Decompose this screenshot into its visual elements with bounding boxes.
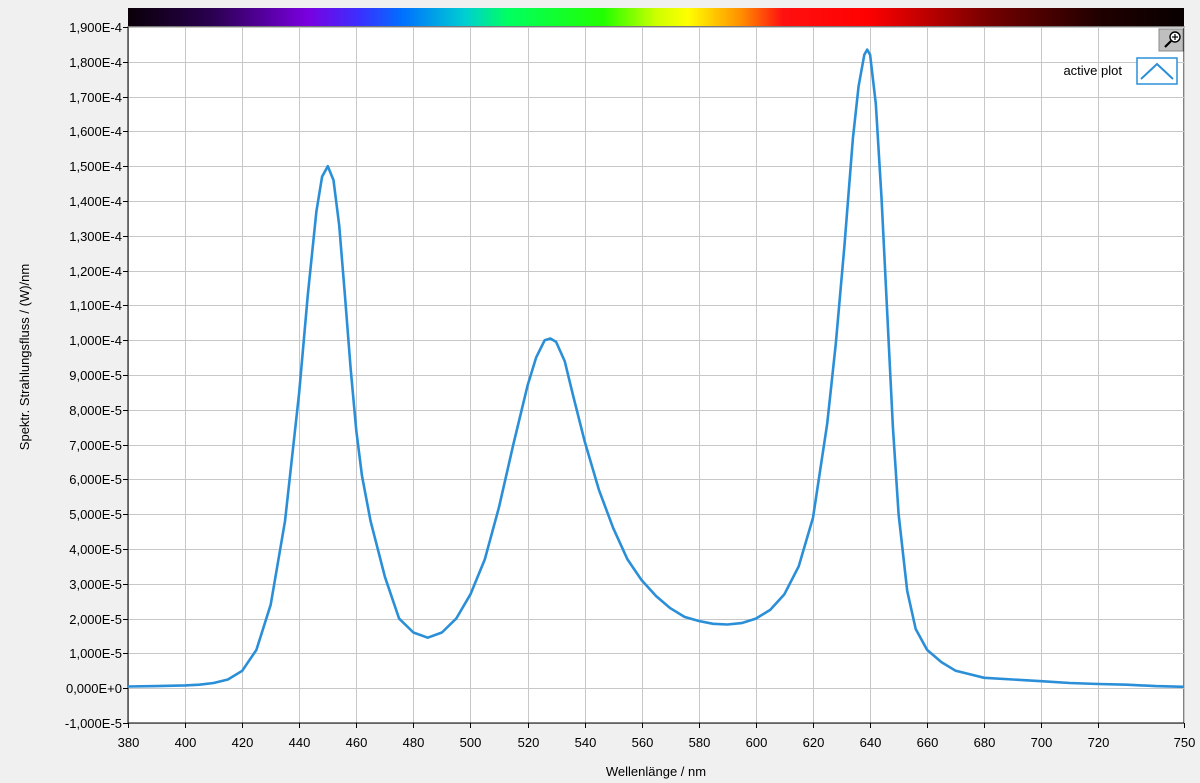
x-tick-label: 600 <box>746 735 768 750</box>
legend-label: active plot <box>1063 63 1122 78</box>
x-tick-label: 620 <box>803 735 825 750</box>
axes <box>123 27 1185 728</box>
x-tick-label: 400 <box>175 735 197 750</box>
y-tick-labels: -1,000E-5 0,000E+0 1,000E-5 2,000E-5 3,000E-… <box>65 20 122 731</box>
legend: active plot <box>1063 57 1178 85</box>
y-tick-label: 8,000E-5 <box>69 403 122 418</box>
y-tick-label: 1,400E-4 <box>69 194 122 209</box>
legend-swatch[interactable] <box>1136 57 1178 85</box>
y-tick-label: 0,000E+0 <box>66 681 122 696</box>
y-tick-label: 1,800E-4 <box>69 55 122 70</box>
x-tick-label: 660 <box>917 735 939 750</box>
y-tick-label: 1,600E-4 <box>69 124 122 139</box>
x-tick-label: 480 <box>403 735 425 750</box>
y-tick-label: 3,000E-5 <box>69 577 122 592</box>
legend-line-icon <box>1140 62 1174 80</box>
x-tick-label: 500 <box>460 735 482 750</box>
y-tick-label: 1,500E-4 <box>69 159 122 174</box>
x-tick-label: 580 <box>689 735 711 750</box>
x-tick-label: 440 <box>289 735 311 750</box>
x-tick-label: 460 <box>346 735 368 750</box>
series-layer <box>128 48 1184 689</box>
x-tick-label: 520 <box>518 735 540 750</box>
zoom-button[interactable] <box>1158 28 1184 52</box>
x-tick-label: 720 <box>1088 735 1110 750</box>
y-tick-label: 4,000E-5 <box>69 542 122 557</box>
y-tick-label: 1,100E-4 <box>69 298 122 313</box>
spectrum-color-bar <box>128 8 1184 26</box>
y-tick-label: 7,000E-5 <box>69 438 122 453</box>
y-tick-label: -1,000E-5 <box>65 716 122 731</box>
x-tick-label: 540 <box>575 735 597 750</box>
y-axis-title: Spektr. Strahlungsfluss / (W)/nm <box>17 264 32 450</box>
zoom-in-icon <box>1164 31 1181 48</box>
y-tick-label: 6,000E-5 <box>69 472 122 487</box>
y-tick-label: 1,200E-4 <box>69 264 122 279</box>
x-tick-label: 560 <box>632 735 654 750</box>
grid-lines <box>128 27 1185 724</box>
y-tick-label: 1,700E-4 <box>69 90 122 105</box>
y-tick-label: 1,900E-4 <box>69 20 122 35</box>
x-tick-labels: 380 400 420 440 460 480 500 520 540 560 580 600 620 6… <box>118 735 1196 750</box>
y-tick-label: 1,300E-4 <box>69 229 122 244</box>
x-tick-label: 420 <box>232 735 254 750</box>
x-tick-label: 700 <box>1031 735 1053 750</box>
x-axis-title: Wellenlänge / nm <box>606 764 706 779</box>
y-tick-label: 1,000E-4 <box>69 333 122 348</box>
y-tick-label: 1,000E-5 <box>69 646 122 661</box>
y-tick-label: 5,000E-5 <box>69 507 122 522</box>
x-tick-label: 680 <box>974 735 996 750</box>
x-tick-label: 750 <box>1174 735 1196 750</box>
series-line-0[interactable] <box>128 48 1184 689</box>
x-tick-label: 640 <box>860 735 882 750</box>
x-tick-label: 380 <box>118 735 140 750</box>
y-tick-label: 2,000E-5 <box>69 612 122 627</box>
y-tick-label: 9,000E-5 <box>69 368 122 383</box>
